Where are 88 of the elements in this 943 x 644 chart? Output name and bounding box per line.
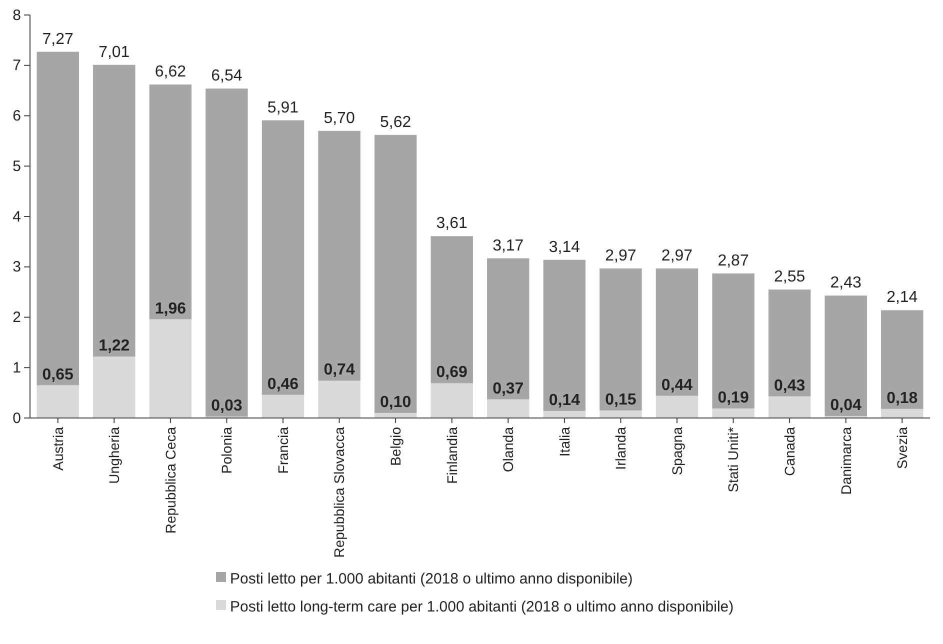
x-tick-label: Svezia — [894, 426, 910, 470]
y-tick-label: 3 — [12, 258, 21, 276]
bar — [487, 399, 530, 418]
data-label: 0,04 — [830, 396, 862, 414]
bar — [543, 260, 586, 411]
bar — [712, 408, 754, 418]
x-tick-label: Francia — [274, 426, 291, 474]
bar — [881, 408, 924, 418]
y-tick-label: 4 — [12, 208, 21, 226]
total-label: 2,55 — [774, 268, 806, 286]
total-label: 6,54 — [211, 68, 242, 85]
data-label: 0,18 — [886, 390, 918, 407]
y-tick-label: 1 — [12, 359, 21, 376]
x-tick-label: Danimarca — [838, 426, 854, 495]
data-label: 0,19 — [718, 389, 749, 406]
x-tick-label: Polonia — [218, 426, 235, 474]
data-label: 0,74 — [324, 362, 355, 379]
bar — [93, 64, 136, 357]
bar — [656, 268, 698, 396]
x-tick-label: Austria — [50, 426, 66, 471]
total-label: 2,87 — [718, 252, 749, 270]
data-label: 0,10 — [380, 394, 412, 411]
total-label: 6,62 — [154, 64, 186, 81]
bar — [600, 410, 642, 418]
y-tick-label: 5 — [12, 158, 21, 175]
bar — [93, 356, 136, 418]
bar — [487, 258, 530, 400]
x-tick-label: Spagna — [668, 426, 685, 476]
data-label: 0,43 — [774, 377, 806, 394]
bar — [712, 273, 754, 408]
data-label: 0,44 — [661, 376, 693, 394]
data-label: 0,37 — [492, 380, 524, 398]
bar — [656, 396, 698, 418]
data-label: 0,15 — [605, 391, 636, 408]
bar — [149, 84, 192, 320]
y-tick-label: 0 — [12, 410, 21, 427]
bar — [430, 236, 473, 384]
data-label: 0,46 — [267, 376, 299, 393]
x-tick-label: Finlandia — [444, 426, 460, 484]
data-label: 1,22 — [98, 338, 130, 355]
x-tick-label: Canada — [781, 426, 798, 476]
total-label: 5,70 — [324, 110, 355, 127]
total-label: 3,14 — [548, 238, 580, 256]
x-tick-label: Olanda — [500, 426, 516, 472]
x-tick-label: Repubblica Ceca — [162, 426, 178, 534]
bar — [318, 380, 360, 418]
y-tick-label: 6 — [12, 108, 21, 125]
total-label: 2,97 — [605, 247, 636, 264]
total-label: 2,14 — [886, 289, 918, 306]
bar — [430, 383, 473, 418]
data-label: 0,14 — [548, 392, 580, 409]
bar — [600, 268, 642, 410]
bar — [881, 310, 924, 409]
bar — [262, 120, 304, 395]
bar — [543, 410, 586, 418]
total-label: 7,27 — [42, 30, 74, 48]
bar — [36, 385, 79, 418]
bar — [318, 130, 360, 381]
y-tick-label: 8 — [12, 6, 21, 24]
x-tick-label: Repubblica Slovacca — [331, 426, 348, 558]
bar — [824, 296, 867, 416]
bar — [206, 88, 248, 416]
data-label: 1,96 — [154, 300, 186, 318]
y-tick-label: 2 — [12, 309, 21, 326]
x-tick-label: Italia — [556, 426, 572, 457]
total-label: 7,01 — [98, 44, 130, 61]
bar — [768, 396, 811, 418]
x-tick-label: Irlanda — [612, 426, 629, 470]
total-label: 5,91 — [267, 99, 299, 116]
data-label: 0,03 — [211, 397, 242, 414]
data-label: 0,69 — [436, 364, 468, 382]
x-tick-label: Ungheria — [106, 426, 122, 484]
total-label: 3,17 — [492, 237, 524, 254]
x-tick-label: Stati Uniti* — [725, 426, 742, 492]
bar — [768, 290, 811, 396]
bar — [262, 394, 304, 418]
bar — [36, 52, 79, 386]
bar — [149, 319, 192, 418]
data-label: 0,65 — [42, 366, 74, 384]
total-label: 3,61 — [436, 215, 468, 232]
total-label: 2,43 — [830, 274, 862, 292]
y-tick-label: 7 — [12, 57, 21, 74]
total-label: 5,62 — [380, 114, 412, 131]
bar — [374, 134, 417, 413]
legend-label: Posti letto per 1.000 abitanti (2018 o ultimo anno disponibile) — [230, 570, 633, 588]
x-tick-label: Belgio — [387, 426, 404, 466]
legend-label: Posti letto long-term care per 1.000 abitanti (2018 o ultimo anno disponibile) — [230, 598, 734, 616]
total-label: 2,97 — [661, 247, 693, 264]
